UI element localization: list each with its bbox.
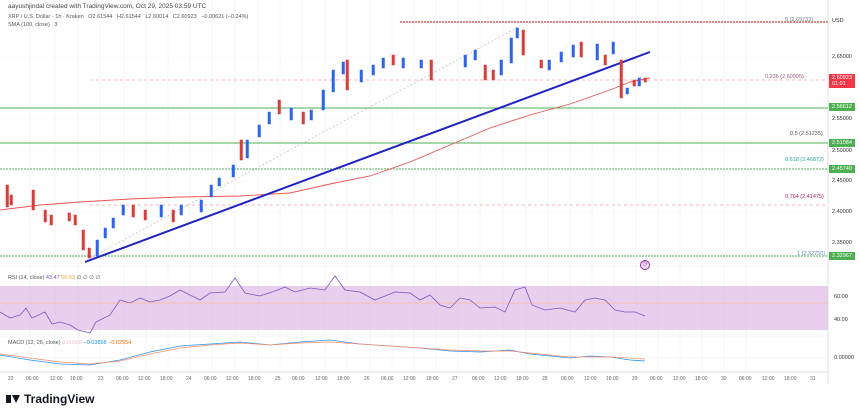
macd-pane-title[interactable]: MACD (12, 26, close) 0.00000 −0.03898 −0… — [8, 340, 132, 346]
macd-signal-line — [0, 341, 646, 365]
fib-level-05: 0.5 (2.51235) — [790, 131, 823, 137]
ascending-trendline — [84, 51, 651, 263]
support-tag: 2.45740 — [829, 165, 855, 173]
rsi-band — [0, 286, 828, 330]
ohlc-close: C2.60923 — [172, 14, 197, 20]
fib-level-0: 0 (2.69733) — [785, 17, 814, 23]
fib-level-0618: 0.618 (2.46872) — [785, 157, 824, 163]
price-tick: 2.35000 — [832, 240, 852, 246]
fib-level-0764: 0.764 (2.41475) — [785, 194, 824, 200]
rsi-pane-title[interactable]: RSI (14, close) 43.47 56.53 ∅ ∅ ∅ ∅ — [8, 275, 101, 281]
macd-tick: 0.00000 — [834, 355, 854, 361]
macd-histogram-value: 0.00000 — [62, 340, 82, 346]
chart-credit: aayushjindal created with TradingView.co… — [8, 3, 207, 10]
rsi-value: 43.47 — [45, 275, 60, 281]
support-tag: 2.51084 — [829, 139, 855, 147]
chart-legend: XRP / U.S. Dollar · 1h · Kraken O2.61544… — [8, 13, 251, 29]
ohlc-change: −0.00621 (−0.24%) — [201, 14, 249, 20]
sma-line — [0, 77, 651, 211]
alert-clock-icon[interactable]: ◷ — [640, 260, 650, 270]
support-lines — [0, 107, 828, 257]
support-tag: 2.32967 — [829, 252, 855, 260]
fib-level-1: 1 (2.32750) — [797, 251, 826, 257]
current-price-tag: 2.60923 01:01 — [829, 74, 855, 88]
currency-label: USD — [832, 18, 844, 24]
price-tick: 2.45000 — [832, 178, 852, 184]
price-tick: 2.40000 — [832, 209, 852, 215]
price-tick: 2.55000 — [832, 116, 852, 122]
tradingview-logo[interactable]: TradingView — [6, 392, 94, 406]
rsi-tick: 60.00 — [834, 294, 848, 300]
sma-indicator-value: 3 — [54, 22, 58, 28]
fib-level-0236: 0.236 (2.60995) — [765, 74, 804, 80]
rsi-tick: 40.00 — [834, 317, 848, 323]
price-tick: 2.50000 — [832, 148, 852, 154]
rsi-line — [0, 275, 646, 334]
support-tag: 2.56612 — [829, 103, 855, 111]
macd-signal-value: −0.02554 — [108, 340, 132, 346]
ohlc-low: L2.60014 — [145, 14, 169, 20]
sma-indicator-label[interactable]: SMA (100, close) — [8, 22, 50, 28]
symbol-name[interactable]: XRP / U.S. Dollar · 1h · Kraken — [8, 14, 84, 20]
macd-value: −0.03898 — [83, 340, 107, 346]
price-tick: 2.65000 — [832, 54, 852, 60]
rsi-ma-value: 56.53 — [61, 275, 75, 281]
ohlc-high: H2.61544 — [116, 14, 141, 20]
tradingview-logo-icon — [6, 395, 20, 403]
ohlc-open: O2.61544 — [88, 14, 113, 20]
